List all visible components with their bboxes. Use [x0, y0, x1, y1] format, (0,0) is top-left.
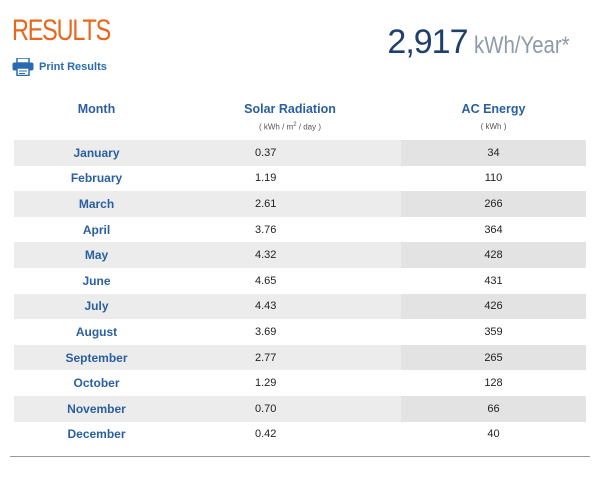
- ac-energy-cell: 265: [401, 344, 586, 371]
- solar-radiation-cell: 4.65: [255, 274, 277, 287]
- table-row: March 2.61 266: [14, 191, 586, 217]
- results-title: RESULTS: [12, 14, 111, 47]
- solar-radiation-cell: 2.77: [179, 344, 401, 371]
- ac-energy-cell: 34: [401, 140, 586, 166]
- print-results-label: Print Results: [39, 61, 107, 73]
- solar-radiation-cell: 1.19: [255, 172, 277, 185]
- monthly-results-table: Month Solar Radiation ( kWh / m2 / day )…: [14, 94, 586, 447]
- annual-total: 2,917 kWh/Year*: [387, 22, 586, 69]
- solar-radiation-cell: 4.32: [179, 242, 401, 268]
- month-cell: August: [75, 324, 118, 339]
- printer-icon: [12, 58, 34, 76]
- table-row: August 3.69 359: [14, 319, 586, 345]
- ac-unit: ( kWh ): [480, 122, 507, 131]
- ac-energy-cell: 128: [484, 377, 503, 390]
- solar-radiation-cell: 0.70: [179, 395, 401, 422]
- solar-radiation-cell: 0.37: [179, 140, 401, 166]
- ac-energy-cell: 266: [401, 191, 586, 217]
- solar-unit: ( kWh / m2 / day ): [258, 122, 321, 132]
- month-cell: March: [78, 196, 115, 211]
- solar-radiation-cell: 0.42: [255, 428, 277, 441]
- solar-radiation-cell: 2.61: [179, 191, 401, 217]
- table-header-row: Month Solar Radiation ( kWh / m2 / day )…: [14, 94, 586, 140]
- month-cell: July: [84, 299, 109, 314]
- table-row: September 2.77 265: [14, 344, 586, 371]
- ac-energy-cell: 66: [401, 395, 586, 422]
- solar-radiation-cell: 3.76: [255, 223, 277, 236]
- ac-energy-cell: 431: [484, 274, 503, 287]
- table-row: June 4.65 431: [14, 268, 586, 294]
- table-row: February 1.19 110: [14, 166, 586, 192]
- solar-radiation-cell: 3.69: [255, 325, 277, 338]
- month-cell: May: [84, 248, 109, 263]
- print-results-link[interactable]: Print Results: [12, 58, 107, 76]
- table-row: October 1.29 128: [14, 370, 586, 396]
- annual-total-value: 2,917: [387, 23, 468, 61]
- table-row: April 3.76 364: [14, 217, 586, 243]
- month-cell: June: [82, 273, 111, 288]
- table-row: December 0.42 40: [14, 422, 586, 448]
- month-cell: December: [67, 427, 126, 442]
- solar-radiation-cell: 1.29: [255, 377, 277, 390]
- month-cell: November: [67, 401, 126, 416]
- annual-total-unit: kWh/Year*: [473, 32, 570, 59]
- month-cell: October: [73, 376, 120, 391]
- ac-energy-cell: 110: [484, 172, 503, 185]
- ac-energy-cell: 359: [484, 325, 503, 338]
- header-solar-radiation: Solar Radiation ( kWh / m2 / day ): [179, 94, 401, 140]
- ac-energy-cell: 40: [487, 428, 500, 441]
- ac-energy-cell: 364: [484, 223, 503, 236]
- month-cell: September: [65, 350, 128, 365]
- header-ac-energy: AC Energy ( kWh ): [401, 94, 586, 140]
- header-month: Month: [77, 102, 116, 116]
- month-cell: February: [70, 171, 123, 186]
- divider: [10, 456, 590, 457]
- ac-energy-cell: 426: [401, 293, 586, 320]
- table-row: January 0.37 34: [14, 140, 586, 166]
- table-row: November 0.70 66: [14, 395, 586, 422]
- month-cell: January: [73, 145, 120, 160]
- solar-radiation-cell: 4.43: [179, 293, 401, 320]
- table-row: May 4.32 428: [14, 242, 586, 268]
- table-row: July 4.43 426: [14, 293, 586, 320]
- month-cell: April: [82, 222, 111, 237]
- ac-energy-cell: 428: [401, 242, 586, 268]
